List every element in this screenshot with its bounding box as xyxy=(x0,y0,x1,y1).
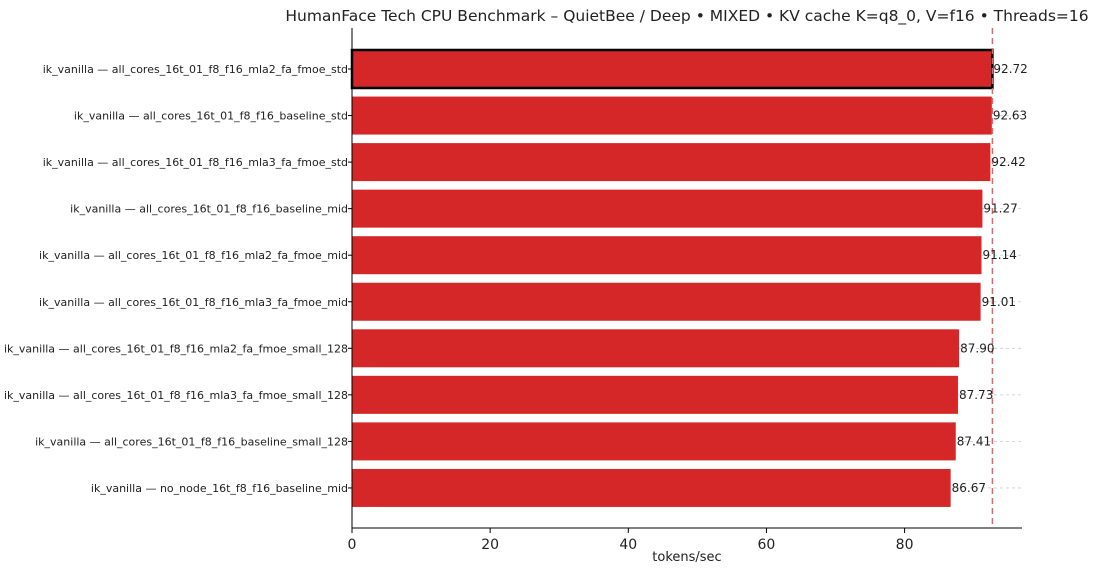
bar xyxy=(352,422,956,461)
value-label: 86.67 xyxy=(952,481,986,495)
value-label: 87.73 xyxy=(959,388,993,402)
value-label: 91.01 xyxy=(982,295,1016,309)
bars xyxy=(350,48,994,507)
bar-highlighted xyxy=(350,48,994,90)
value-label: 92.42 xyxy=(991,155,1025,169)
value-label: 92.63 xyxy=(993,109,1027,123)
category-label: ik_vanilla — all_cores_16t_01_f8_f16_mla… xyxy=(39,296,348,309)
category-label: ik_vanilla — all_cores_16t_01_f8_f16_bas… xyxy=(74,110,348,123)
x-tick-label: 20 xyxy=(481,537,499,553)
category-label: ik_vanilla — all_cores_16t_01_f8_f16_mla… xyxy=(4,342,348,355)
bar xyxy=(352,189,983,228)
chart-title: HumanFace Tech CPU Benchmark – QuietBee … xyxy=(285,7,1088,26)
x-tick-label: 0 xyxy=(348,537,357,553)
bar xyxy=(352,143,991,182)
category-label: ik_vanilla — all_cores_16t_01_f8_f16_mla… xyxy=(43,63,348,76)
x-tick-label: 40 xyxy=(619,537,637,553)
bar xyxy=(352,468,951,507)
value-label: 91.14 xyxy=(983,248,1017,262)
x-tick-label: 60 xyxy=(758,537,776,553)
category-label: ik_vanilla — all_cores_16t_01_f8_f16_mla… xyxy=(39,249,348,262)
x-axis-label: tokens/sec xyxy=(652,550,721,565)
category-label: ik_vanilla — all_cores_16t_01_f8_f16_mla… xyxy=(4,389,348,402)
bar xyxy=(352,282,981,321)
x-tick-label: 80 xyxy=(896,537,914,553)
bar xyxy=(352,236,982,275)
category-label: ik_vanilla — no_node_16t_f8_f16_baseline… xyxy=(91,482,348,495)
category-label: ik_vanilla — all_cores_16t_01_f8_f16_bas… xyxy=(70,203,348,216)
labels: ik_vanilla — all_cores_16t_01_f8_f16_mla… xyxy=(4,62,1028,495)
value-label: 87.90 xyxy=(960,341,994,355)
bar xyxy=(352,329,960,368)
axes: 0 20 40 60 80 xyxy=(348,28,1022,553)
category-label: ik_vanilla — all_cores_16t_01_f8_f16_bas… xyxy=(35,435,348,448)
value-label: 92.72 xyxy=(993,62,1027,76)
value-label: 91.27 xyxy=(983,202,1017,216)
value-label: 87.41 xyxy=(957,434,991,448)
bar xyxy=(352,96,992,135)
bar xyxy=(352,375,958,414)
category-label: ik_vanilla — all_cores_16t_01_f8_f16_mla… xyxy=(43,156,348,169)
